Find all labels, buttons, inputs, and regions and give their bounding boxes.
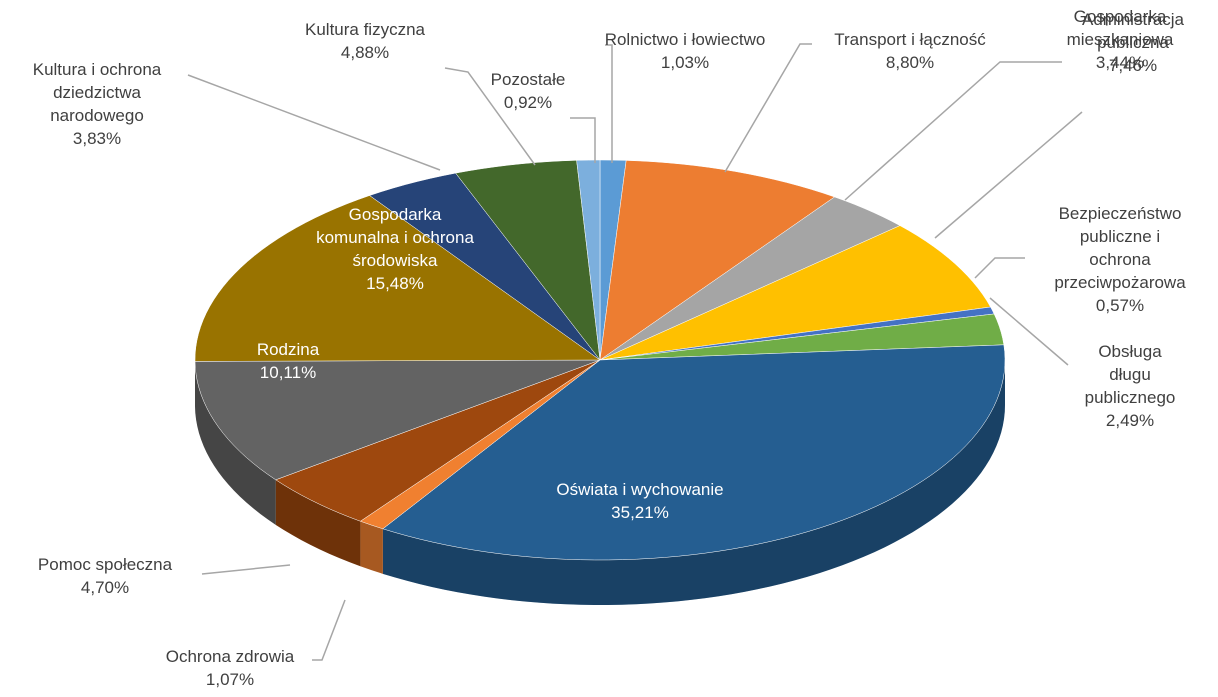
value-label: 1,07% — [205, 670, 255, 689]
leader-line — [724, 43, 812, 173]
slice-label: Gospodarka mieszkaniowa 3,44% — [1067, 5, 1174, 74]
leader-line — [444, 67, 536, 166]
category-name: Pozostałe — [490, 70, 566, 89]
slice — [194, 195, 601, 362]
category-name: Bezpieczeństwo publiczne i ochrona przec… — [1054, 204, 1186, 292]
slice-label: Bezpieczeństwo publiczne i ochrona przec… — [1054, 202, 1185, 317]
category-name: Pomoc społeczna — [37, 555, 173, 574]
value-label: 7,46% — [1108, 56, 1158, 75]
slice-side — [195, 361, 276, 525]
slice — [455, 160, 601, 361]
leader-line — [570, 117, 596, 163]
slice-label: Gospodarka komunalna i ochrona środowisk… — [316, 203, 474, 295]
category-name: Ochrona zdrowia — [165, 647, 295, 666]
slice — [599, 196, 901, 361]
slice-side-shade — [275, 479, 361, 567]
slice-label: Rolnictwo i łowiectwo 1,03% — [605, 28, 766, 74]
leader-line — [974, 257, 1025, 279]
category-name: Kultura i ochrona dziedzictwa narodowego — [32, 60, 162, 125]
value-label: 3,44% — [1095, 53, 1145, 72]
value-label: 4,70% — [80, 578, 130, 597]
value-label: 0,57% — [1095, 296, 1145, 315]
value-label: 2,49% — [1105, 411, 1155, 430]
leader-line — [989, 297, 1069, 366]
category-name: Transport i łączność — [834, 30, 986, 49]
category-name: Rolnictwo i łowiectwo — [604, 30, 766, 49]
slice-label: Kultura fizyczna 4,88% — [305, 18, 425, 64]
slice-label: Oświata i wychowanie 35,21% — [556, 478, 723, 524]
value-label: 1,03% — [660, 53, 710, 72]
slice-side — [360, 521, 383, 574]
value-label: 10,11% — [259, 363, 317, 382]
slice-side-shade — [360, 521, 383, 574]
category-name: Obsługa długu publicznego — [1084, 342, 1176, 407]
value-label: 15,48% — [366, 274, 424, 293]
leader-line — [605, 44, 613, 163]
value-label: 4,88% — [340, 43, 390, 62]
category-name: Gospodarka komunalna i ochrona środowisk… — [316, 205, 474, 270]
value-label: 35,21% — [611, 503, 669, 522]
slice — [599, 225, 991, 361]
slice-label: Pozostałe 0,92% — [491, 68, 566, 114]
leader-line — [844, 61, 1062, 201]
slice — [194, 359, 601, 481]
value-label: 3,83% — [72, 129, 122, 148]
category-name: Oświata i wychowanie — [556, 480, 724, 499]
category-name: Rodzina — [256, 340, 320, 359]
slice-side — [275, 479, 361, 567]
slice — [599, 160, 836, 361]
slice-label: Rodzina 10,11% — [257, 338, 319, 384]
slice-side-shade — [382, 360, 1005, 605]
slice — [275, 359, 601, 522]
slice-side — [382, 360, 1005, 605]
leader-line — [187, 74, 441, 171]
slice-label: Ochrona zdrowia 1,07% — [166, 645, 295, 691]
category-name: Kultura fizyczna — [305, 20, 425, 39]
category-name: Administracja publiczna — [1081, 10, 1185, 52]
leader-line — [201, 564, 291, 575]
value-label: 8,80% — [885, 53, 935, 72]
slice-label: Transport i łączność 8,80% — [834, 28, 985, 74]
category-name: Gospodarka mieszkaniowa — [1066, 7, 1174, 49]
slice — [369, 172, 601, 361]
value-label: 0,92% — [503, 93, 553, 112]
slice-side-shade — [195, 361, 276, 525]
slice-label: Obsługa długu publicznego 2,49% — [1085, 340, 1176, 432]
leader-line — [312, 599, 346, 661]
slice-label: Kultura i ochrona dziedzictwa narodowego… — [33, 58, 162, 150]
slice-label: Pomoc społeczna 4,70% — [38, 553, 172, 599]
leader-line — [934, 111, 1083, 239]
slice — [576, 159, 601, 361]
slice-label: Administracja publiczna 7,46% — [1082, 8, 1184, 77]
slice — [382, 344, 1006, 561]
